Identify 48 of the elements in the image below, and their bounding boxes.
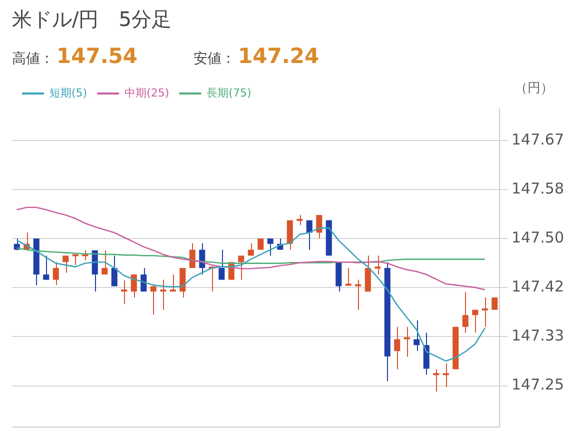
- candlestick: [404, 326, 410, 358]
- candlestick: [355, 279, 362, 310]
- candlestick: [267, 238, 274, 256]
- y-tick-label: 147.42: [512, 278, 564, 296]
- legend-label: 短期(5): [50, 86, 88, 100]
- candlestick: [199, 242, 206, 275]
- candlestick: [62, 255, 69, 274]
- y-tick-label: 147.67: [512, 130, 564, 148]
- candlestick: [442, 362, 449, 388]
- candlestick: [72, 254, 78, 266]
- candlestick: [374, 255, 381, 275]
- candlestick: [472, 309, 478, 334]
- candlestick: [121, 280, 128, 304]
- candlestick: [306, 220, 312, 250]
- y-tick-label: 147.50: [512, 228, 564, 246]
- candlestick: [433, 368, 440, 392]
- candlestick: [52, 262, 59, 286]
- candlestick: [218, 249, 225, 280]
- candlestick: [492, 296, 498, 310]
- text: 高値 : 147.54: [12, 44, 138, 68]
- y-tick-label: 147.25: [512, 376, 564, 394]
- candlestick: [111, 255, 118, 287]
- legend-label: 中期(25): [124, 86, 170, 100]
- candlestick: [248, 242, 254, 256]
- candlestick: [296, 214, 303, 226]
- candlestick: [160, 279, 166, 310]
- y-tick-label: 147.58: [512, 179, 564, 198]
- candlestick: [238, 255, 244, 280]
- candlestick: [414, 320, 420, 352]
- candlestick: [102, 250, 108, 275]
- text: 安値 : 147.24: [194, 44, 320, 68]
- legend-label: 長期(75): [206, 86, 252, 100]
- candlestick: [130, 274, 137, 298]
- candlestick: [180, 268, 186, 298]
- candlestick: [345, 268, 352, 286]
- candlestick: [423, 332, 430, 376]
- candlestick: [43, 255, 50, 280]
- candlestick: [482, 296, 488, 328]
- candlestick: [394, 326, 400, 370]
- y-tick-label: 147.33: [512, 326, 564, 345]
- candlestick: [316, 214, 322, 240]
- y-axis-title: （円）: [514, 80, 554, 96]
- chart-title: 米ドル/円 5分足: [11, 6, 172, 33]
- candlestick: [286, 220, 293, 250]
- candlestick: [170, 274, 176, 292]
- candlestick: [364, 255, 371, 292]
- candlestick: [150, 286, 156, 316]
- candlestick: [462, 292, 468, 334]
